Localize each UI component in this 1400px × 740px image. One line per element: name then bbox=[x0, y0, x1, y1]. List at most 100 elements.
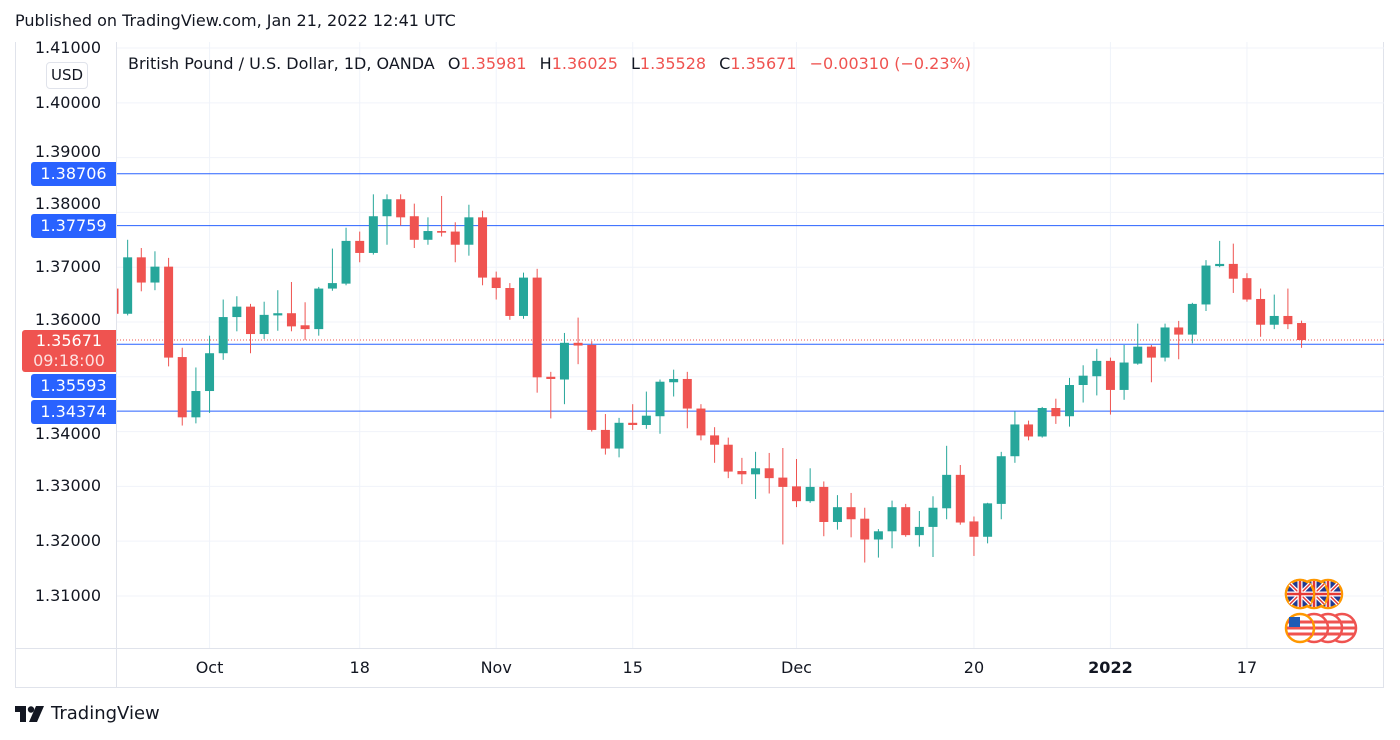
candle-body-down bbox=[710, 435, 720, 445]
candle-body-up bbox=[1187, 303, 1197, 335]
price-tick-label: 1.37000 bbox=[34, 257, 101, 277]
candle-body-down bbox=[177, 357, 187, 418]
candle-body-up bbox=[996, 456, 1006, 504]
candle-body-up bbox=[259, 314, 269, 335]
candle-body-down bbox=[737, 471, 747, 475]
brand-name: TradingView bbox=[51, 703, 160, 724]
candle-body-up bbox=[423, 231, 433, 240]
candle-body-up bbox=[123, 257, 133, 314]
candle-body-down bbox=[969, 521, 979, 537]
candle-body-up bbox=[914, 526, 924, 536]
candle-body-down bbox=[478, 217, 488, 278]
candle-body-up bbox=[273, 313, 283, 316]
candle-body-down bbox=[409, 216, 419, 240]
candle-body-down bbox=[955, 474, 965, 523]
time-tick-label: 20 bbox=[963, 658, 985, 677]
candle-body-down bbox=[505, 288, 515, 316]
candle-body-up bbox=[327, 283, 337, 289]
candle-body-down bbox=[136, 257, 146, 283]
candle-body-down bbox=[286, 313, 296, 327]
time-tick-label: Nov bbox=[480, 658, 512, 677]
candle-body-up bbox=[641, 415, 651, 425]
price-tick-label: 1.40000 bbox=[34, 92, 101, 112]
candle-body-up bbox=[341, 240, 351, 284]
open-key: O bbox=[447, 54, 461, 73]
candle-body-down bbox=[682, 378, 692, 409]
candle-body-up bbox=[314, 288, 324, 330]
price-tick-label: 1.38000 bbox=[34, 193, 101, 213]
candle-body-down bbox=[723, 444, 733, 472]
current-price-value: 1.35671 bbox=[35, 331, 103, 350]
candle-body-down bbox=[491, 277, 501, 289]
close-value: 1.35671 bbox=[730, 54, 797, 73]
high-key: H bbox=[539, 54, 552, 73]
candle-body-down bbox=[600, 429, 610, 449]
price-tick-label: 1.31000 bbox=[34, 585, 101, 605]
price-tick-label: 1.39000 bbox=[34, 141, 101, 161]
candle-body-down bbox=[587, 345, 597, 430]
candle-body-up bbox=[1065, 384, 1074, 417]
candle-body-up bbox=[873, 531, 883, 540]
candle-body-up bbox=[218, 317, 228, 354]
candle-body-down bbox=[1105, 360, 1115, 390]
candle-body-up bbox=[887, 507, 897, 532]
level-price-label: 1.34374 bbox=[31, 400, 116, 424]
tradingview-logo-icon bbox=[15, 705, 44, 722]
currency-badge[interactable]: USD bbox=[46, 62, 88, 89]
candle-body-down bbox=[846, 507, 856, 520]
candle-body-up bbox=[655, 381, 665, 417]
time-tick-label: 18 bbox=[349, 658, 370, 677]
candle-body-down bbox=[901, 507, 911, 536]
candle-body-up bbox=[464, 217, 474, 245]
candlestick-chart[interactable] bbox=[117, 42, 1384, 648]
published-caption: Published on TradingView.com, Jan 21, 20… bbox=[15, 11, 456, 30]
candle-body-down bbox=[573, 342, 583, 346]
candle-body-up bbox=[519, 277, 528, 316]
high-value: 1.36025 bbox=[551, 54, 618, 73]
us-flag-icon[interactable] bbox=[1284, 612, 1358, 644]
candle-body-up bbox=[1269, 315, 1279, 325]
economic-events[interactable] bbox=[1284, 577, 1364, 651]
candle-body-up bbox=[1037, 408, 1047, 437]
candle-body-down bbox=[860, 518, 870, 540]
candle-body-down bbox=[1146, 346, 1156, 358]
candle-body-down bbox=[819, 486, 829, 522]
uk-flag-icon[interactable] bbox=[1286, 580, 1314, 608]
candle-body-down bbox=[1051, 408, 1061, 417]
candle-body-down bbox=[1174, 327, 1184, 335]
symbol-legend: British Pound / U.S. Dollar, 1D, OANDA O… bbox=[128, 54, 971, 73]
candle-body-up bbox=[1215, 263, 1225, 267]
time-axis-divider bbox=[15, 648, 1384, 649]
candle-body-up bbox=[559, 342, 569, 380]
candle-body-down bbox=[696, 408, 706, 436]
candle-body-down bbox=[1256, 298, 1266, 325]
candle-body-up bbox=[832, 507, 842, 522]
candle-body-down bbox=[628, 422, 638, 425]
low-key: L bbox=[630, 54, 640, 73]
price-axis-divider bbox=[116, 42, 117, 688]
time-tick-label: Oct bbox=[195, 658, 224, 677]
bar-countdown: 09:18:00 bbox=[33, 351, 105, 370]
candle-body-up bbox=[368, 216, 378, 253]
tradingview-footer[interactable]: TradingView bbox=[15, 703, 160, 724]
candle-body-up bbox=[205, 353, 215, 392]
price-tick-label: 1.34000 bbox=[34, 424, 101, 443]
price-tick-label: 1.36000 bbox=[34, 310, 101, 329]
candle-body-down bbox=[437, 231, 447, 233]
level-price-label: 1.37759 bbox=[31, 213, 116, 238]
candle-body-up bbox=[150, 266, 160, 283]
candle-body-up bbox=[191, 391, 201, 418]
candle-body-up bbox=[1010, 424, 1020, 457]
candle-body-down bbox=[1297, 323, 1307, 341]
time-tick-label: 2022 bbox=[1088, 658, 1133, 677]
time-tick-label: 15 bbox=[622, 658, 643, 677]
candle-body-up bbox=[1078, 375, 1088, 385]
candle-body-down bbox=[246, 306, 255, 335]
candle-body-down bbox=[117, 288, 119, 314]
candle-body-down bbox=[1283, 315, 1293, 325]
candle-body-down bbox=[450, 231, 460, 245]
candle-body-up bbox=[382, 199, 392, 217]
candle-body-down bbox=[764, 468, 774, 479]
candle-body-down bbox=[1242, 278, 1252, 300]
candle-body-down bbox=[355, 240, 365, 253]
